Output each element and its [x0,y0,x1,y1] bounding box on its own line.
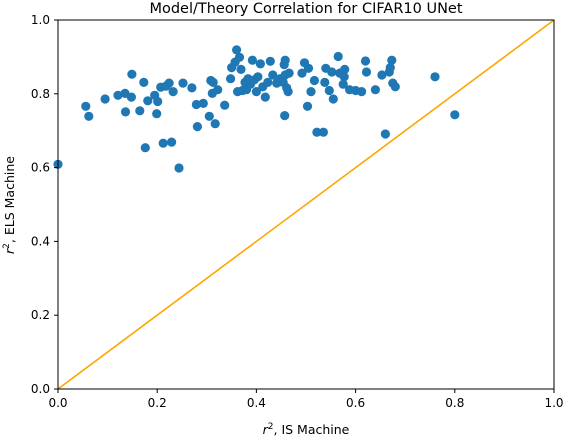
data-point [268,70,278,80]
data-point [158,138,168,148]
data-point [253,72,263,82]
data-point [297,68,307,78]
data-point [339,72,349,82]
data-point [167,137,177,147]
data-point [320,77,330,87]
y-tick-label: 0.6 [31,161,50,175]
data-point [312,127,322,137]
x-tick-label: 0.6 [346,396,365,410]
data-point [377,70,387,80]
y-tick-label: 0.4 [31,234,50,248]
data-point [204,111,214,121]
data-point [302,101,313,111]
data-point [198,98,208,108]
data-point [236,64,246,74]
data-point [255,59,265,69]
data-point [153,96,163,107]
data-point [430,72,440,82]
data-point [251,87,261,97]
data-point [385,63,395,73]
x-tick-label: 0.4 [247,396,266,410]
data-point [100,94,110,104]
data-point [120,107,131,117]
data-point [360,56,371,66]
data-point [283,87,293,97]
data-point [168,87,178,97]
data-point [140,143,150,153]
data-point [327,67,337,77]
data-point [303,63,314,73]
data-point [370,85,380,95]
data-point [324,85,334,96]
data-point [191,99,201,110]
data-point [152,109,162,119]
data-point [284,68,294,78]
data-point [333,51,343,62]
reference-line-layer [57,19,555,390]
data-point [280,111,290,121]
x-axis-label-sup: 2 [268,422,274,432]
data-point [306,87,316,97]
data-point [192,122,202,132]
y-axis-label: r2, ELS Machine [2,156,17,254]
y-tick-label: 0.2 [31,308,50,322]
data-point [340,64,350,74]
y-axis-ticks: 0.0 0.2 0.4 0.6 0.8 1.0 [31,13,58,396]
data-point [309,75,319,86]
data-point [380,129,390,139]
data-point [220,100,230,110]
points-layer [53,45,460,173]
x-axis-label: r2, IS Machine [263,422,350,437]
x-tick-label: 0.0 [48,396,67,410]
data-point [213,85,223,95]
plot-frame [57,19,555,390]
data-point [174,163,184,173]
data-point [226,74,236,84]
data-point [127,69,137,79]
x-axis-label-base: r [263,422,269,437]
data-point [280,55,290,65]
data-point [139,77,149,87]
x-axis-ticks: 0.0 0.2 0.4 0.6 0.8 1.0 [48,389,564,410]
x-tick-label: 0.2 [148,396,167,410]
y-axis-label-sup: 2 [2,243,12,249]
reference-line [57,19,555,390]
data-point [232,45,242,55]
data-point [187,83,197,93]
x-tick-label: 0.8 [445,396,464,410]
data-point [247,55,257,65]
data-point [234,52,245,62]
chart-title: Model/Theory Correlation for CIFAR10 UNe… [149,1,462,17]
x-tick-label: 1.0 [544,396,563,410]
data-point [357,87,367,97]
y-axis-label-rest: , ELS Machine [2,156,17,243]
data-point [318,127,328,137]
data-point [84,111,94,121]
data-point [164,78,174,88]
data-point [178,78,188,88]
y-tick-label: 0.0 [31,382,50,396]
data-point [328,94,338,104]
data-point [450,110,460,120]
data-point [263,77,273,87]
data-point [135,106,145,116]
data-point [390,82,400,92]
data-point [210,119,220,129]
data-point [265,56,275,66]
data-point [113,90,123,100]
data-point [143,96,153,106]
y-tick-label: 0.8 [31,87,50,101]
data-point [260,92,270,102]
data-point [81,101,91,111]
data-point [338,79,348,89]
y-axis-label-base: r [2,248,17,254]
data-point [361,67,372,77]
data-point [387,55,397,65]
y-tick-label: 1.0 [31,13,50,27]
data-point [208,77,218,87]
x-axis-label-rest: , IS Machine [274,422,350,437]
data-point [126,92,136,102]
